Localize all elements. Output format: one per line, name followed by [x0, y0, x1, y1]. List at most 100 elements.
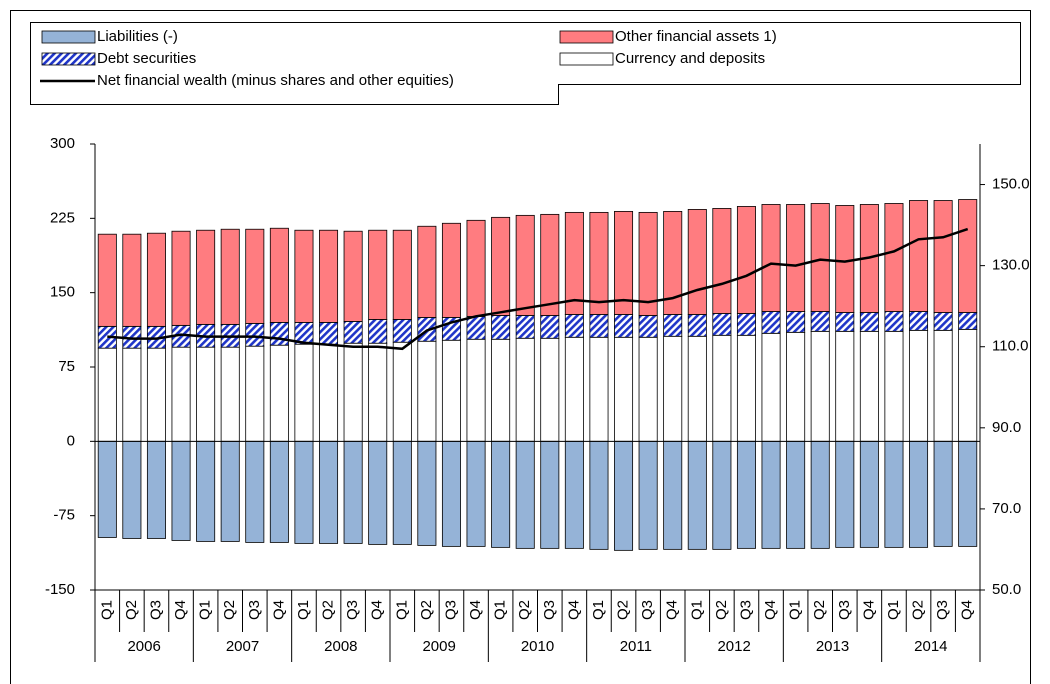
- y-tick-label: 0: [67, 432, 75, 449]
- x-group-label: 2007: [226, 638, 259, 655]
- bar: [319, 440, 339, 544]
- x-tick-label: Q4: [959, 600, 976, 620]
- bar: [441, 440, 461, 547]
- x-tick-label: Q2: [910, 600, 927, 620]
- bar: [835, 330, 855, 442]
- bar: [761, 204, 781, 312]
- bar: [294, 343, 314, 442]
- bar: [392, 229, 412, 320]
- x-tick-label: Q2: [516, 600, 533, 620]
- bar: [663, 210, 683, 315]
- y2-tick-label: 110.0: [992, 338, 1028, 355]
- x-tick-label: Q4: [467, 600, 484, 620]
- bar: [786, 440, 806, 549]
- bar: [736, 334, 756, 442]
- x-tick-label: Q4: [565, 600, 582, 620]
- bar: [589, 314, 609, 338]
- bar: [884, 203, 904, 312]
- bar: [835, 440, 855, 548]
- bar: [466, 440, 486, 547]
- x-tick-label: Q1: [393, 600, 410, 620]
- bar: [614, 336, 634, 442]
- x-tick-label: Q4: [664, 600, 681, 620]
- bar: [614, 314, 634, 338]
- x-tick-label: Q1: [492, 600, 509, 620]
- bar: [589, 336, 609, 442]
- bar: [687, 335, 707, 442]
- bar: [909, 311, 929, 331]
- bar: [564, 440, 584, 549]
- bar: [441, 222, 461, 318]
- bar: [269, 321, 289, 346]
- bar: [368, 229, 388, 320]
- bar: [392, 440, 412, 545]
- bar: [712, 313, 732, 336]
- bar: [663, 440, 683, 550]
- x-tick-label: Q4: [172, 600, 189, 620]
- y-tick-label: -75: [53, 507, 75, 524]
- bar: [97, 440, 117, 538]
- bar: [933, 329, 953, 442]
- bar: [614, 210, 634, 315]
- x-tick-label: Q1: [197, 600, 214, 620]
- bar: [589, 211, 609, 315]
- x-group-label: 2006: [127, 638, 160, 655]
- bar: [466, 316, 486, 340]
- bar: [294, 229, 314, 323]
- bar: [146, 232, 166, 327]
- bar: [909, 329, 929, 442]
- bar: [343, 321, 363, 344]
- legend-label: Other financial assets 1): [615, 28, 777, 45]
- bar: [712, 440, 732, 550]
- x-group-label: 2012: [717, 638, 750, 655]
- y-tick-label: 225: [50, 209, 75, 226]
- bar: [196, 229, 216, 325]
- bar: [319, 343, 339, 442]
- bar: [491, 216, 511, 316]
- bar: [540, 213, 560, 316]
- bar: [663, 335, 683, 442]
- bar: [909, 200, 929, 312]
- bar: [196, 346, 216, 442]
- bar: [909, 440, 929, 548]
- x-tick-label: Q3: [836, 600, 853, 620]
- bar: [540, 337, 560, 442]
- y2-tick-label: 50.0: [992, 581, 1021, 598]
- x-group-label: 2008: [324, 638, 357, 655]
- bar: [884, 330, 904, 442]
- bar: [761, 332, 781, 442]
- bar: [146, 440, 166, 539]
- legend-label: Liabilities (-): [97, 28, 178, 45]
- line: [107, 227, 969, 351]
- bar: [122, 347, 142, 442]
- x-tick-label: Q3: [344, 600, 361, 620]
- bar: [269, 344, 289, 442]
- bar: [736, 313, 756, 336]
- bar: [171, 440, 191, 541]
- bar: [122, 440, 142, 539]
- bar: [343, 342, 363, 442]
- bar: [441, 339, 461, 442]
- bar: [146, 347, 166, 442]
- x-tick-label: Q4: [762, 600, 779, 620]
- bar: [884, 440, 904, 548]
- bar: [687, 209, 707, 315]
- bar: [638, 440, 658, 550]
- bar: [638, 336, 658, 442]
- bar: [122, 233, 142, 327]
- y2-tick-label: 70.0: [992, 500, 1021, 517]
- x-group-label: 2011: [620, 638, 652, 655]
- y-tick-label: 300: [50, 135, 75, 152]
- bar: [417, 225, 437, 318]
- bar: [343, 230, 363, 322]
- bar: [884, 311, 904, 332]
- frame: [10, 10, 1031, 684]
- bar: [220, 228, 240, 325]
- bar: [220, 346, 240, 442]
- bar: [245, 345, 265, 442]
- bar: [269, 227, 289, 323]
- bar: [761, 440, 781, 549]
- x-tick-label: Q3: [147, 600, 164, 620]
- x-tick-label: Q2: [320, 600, 337, 620]
